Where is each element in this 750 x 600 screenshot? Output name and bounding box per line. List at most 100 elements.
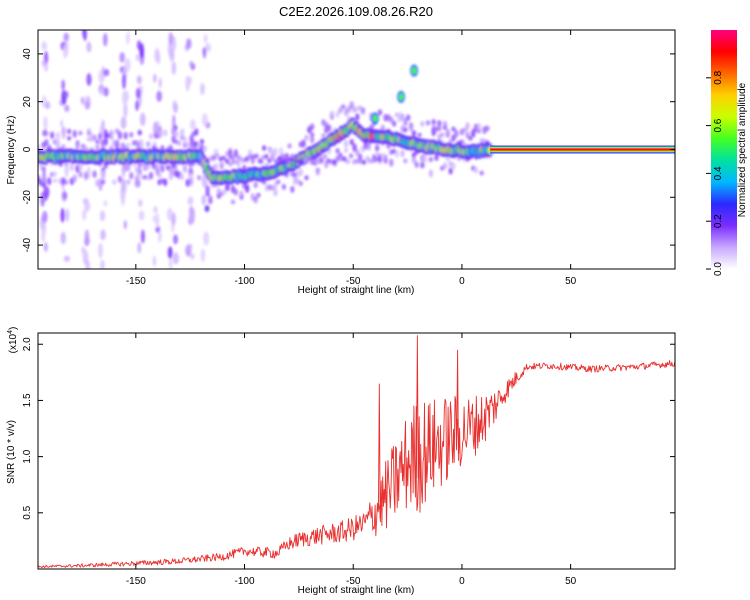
ghost-cell bbox=[335, 156, 341, 162]
clutter-cell bbox=[189, 60, 194, 68]
clutter-cell bbox=[41, 60, 47, 67]
noise-cell bbox=[276, 179, 281, 185]
noise-cell bbox=[437, 125, 442, 132]
noise-cell bbox=[431, 118, 436, 126]
ghost-cell bbox=[306, 154, 311, 160]
clutter-cell bbox=[82, 197, 89, 205]
snr-frame bbox=[37, 332, 676, 570]
ghost-cell bbox=[234, 159, 240, 165]
noise-cell bbox=[171, 163, 176, 168]
clutter-cell bbox=[120, 116, 127, 130]
snr-spike bbox=[378, 383, 381, 519]
noise-cell bbox=[377, 109, 383, 116]
clutter-cell bbox=[120, 190, 126, 206]
clutter-cell bbox=[135, 54, 140, 62]
spectrogram-heatmap bbox=[38, 30, 675, 269]
clutter-cell bbox=[100, 259, 105, 269]
ghost-cell bbox=[224, 158, 230, 164]
clutter-cell bbox=[64, 91, 69, 99]
ghost-cell bbox=[208, 155, 214, 161]
noise-cell bbox=[253, 196, 258, 204]
noise-cell bbox=[157, 172, 162, 178]
clutter-cell bbox=[191, 207, 196, 224]
noise-cell bbox=[445, 128, 451, 134]
clutter-cell bbox=[99, 210, 106, 222]
noise-cell bbox=[100, 179, 106, 185]
noise-cell bbox=[321, 133, 326, 138]
clutter-cell bbox=[121, 90, 129, 106]
noise-cell bbox=[117, 175, 123, 183]
noise-cell bbox=[273, 188, 278, 197]
branch-cell bbox=[372, 114, 378, 122]
colorbar-tick-label: 0.8 bbox=[713, 70, 724, 84]
clutter-cell bbox=[103, 129, 108, 140]
clutter-cell bbox=[62, 192, 68, 199]
clutter-cell bbox=[190, 119, 196, 131]
ghost-cell bbox=[312, 155, 318, 161]
clutter-cell bbox=[168, 32, 173, 45]
clutter-cell bbox=[99, 88, 104, 96]
noise-cell bbox=[315, 169, 321, 176]
clutter-cell bbox=[189, 253, 195, 260]
clutter-cell bbox=[155, 212, 160, 229]
clutter-cell bbox=[172, 102, 179, 114]
clutter-cell bbox=[172, 114, 176, 128]
clutter-cell bbox=[137, 242, 142, 254]
clutter-cell bbox=[126, 31, 130, 45]
noise-cell bbox=[162, 178, 168, 187]
noise-cell bbox=[134, 140, 140, 146]
clutter-cell bbox=[152, 255, 157, 267]
noise-cell bbox=[400, 113, 405, 121]
noise-cell bbox=[349, 101, 354, 110]
ghost-cell bbox=[299, 157, 305, 163]
ghost-cell bbox=[280, 153, 285, 159]
ghost-cell bbox=[228, 154, 233, 160]
clutter-cell bbox=[135, 87, 141, 99]
y-tick-label: -20 bbox=[22, 190, 33, 205]
noise-cell bbox=[420, 161, 425, 169]
noise-cell bbox=[298, 181, 304, 187]
clutter-cell bbox=[138, 199, 143, 207]
noise-cell bbox=[465, 131, 470, 139]
noise-cell bbox=[298, 168, 304, 177]
spectrogram-x-ticks: -150 -100 -50 0 50 bbox=[126, 30, 577, 287]
clutter-cell bbox=[41, 210, 48, 223]
clutter-cell bbox=[81, 246, 86, 254]
clutter-cell bbox=[152, 215, 157, 223]
branch-cell bbox=[398, 93, 404, 101]
x-tick-label: -100 bbox=[235, 276, 255, 287]
noise-cell bbox=[425, 120, 431, 126]
noise-cell bbox=[406, 114, 411, 121]
clutter-cell bbox=[173, 234, 179, 245]
ghost-cell bbox=[303, 157, 308, 163]
noise-cell bbox=[219, 161, 224, 170]
noise-cell bbox=[403, 158, 408, 164]
noise-cell bbox=[55, 132, 60, 140]
colorbar-tick-label: 0.2 bbox=[713, 214, 724, 228]
clutter-cell bbox=[63, 32, 70, 42]
spectrogram-y-label: Frequency (Hz) bbox=[6, 116, 17, 185]
noise-cell bbox=[391, 120, 397, 127]
noise-cell bbox=[454, 129, 459, 138]
branch-cell bbox=[411, 67, 417, 75]
spectrogram-y-ticks: -40 -20 0 20 40 bbox=[22, 48, 675, 252]
noise-cell bbox=[309, 135, 315, 144]
ghost-cell bbox=[254, 153, 259, 159]
noise-cell bbox=[165, 164, 171, 171]
colorbar-tick-label: 0.4 bbox=[713, 166, 724, 180]
ghost-cell bbox=[368, 158, 373, 164]
noise-cell bbox=[137, 129, 142, 136]
clutter-cell bbox=[84, 229, 90, 245]
x-tick-label: -150 bbox=[126, 276, 146, 287]
y-tick-label: 20 bbox=[22, 96, 33, 108]
noise-cell bbox=[78, 171, 83, 178]
noise-cell bbox=[309, 132, 315, 138]
noise-cell bbox=[179, 128, 185, 137]
noise-cell bbox=[168, 174, 174, 181]
clutter-cell bbox=[103, 87, 109, 97]
noise-cell bbox=[179, 173, 185, 181]
noise-cell bbox=[290, 185, 295, 193]
y-tick-label: 0.5 bbox=[22, 505, 33, 519]
noise-cell bbox=[473, 166, 479, 174]
